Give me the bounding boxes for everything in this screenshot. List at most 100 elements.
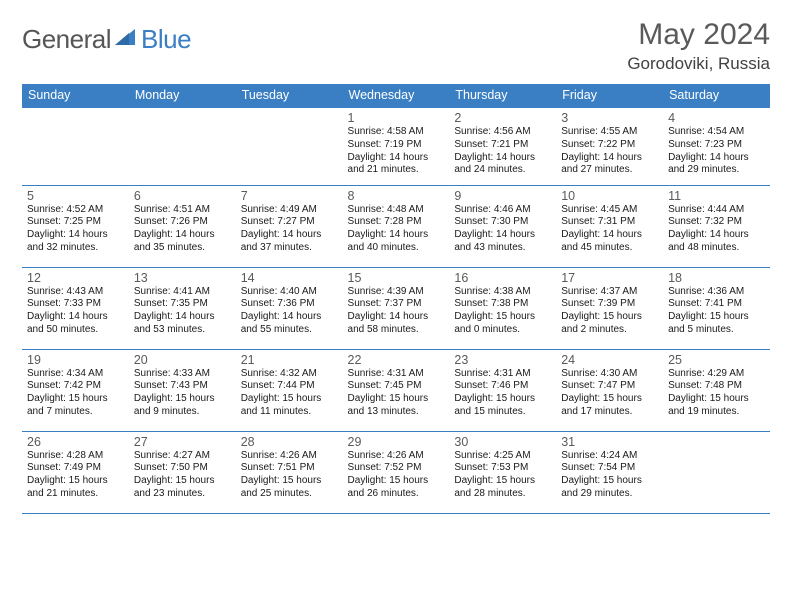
brand-text-blue: Blue (141, 24, 191, 55)
brand-triangle-icon (115, 27, 137, 52)
calendar-day-cell: 16Sunrise: 4:38 AMSunset: 7:38 PMDayligh… (449, 267, 556, 349)
day-number: 6 (134, 189, 231, 203)
day-number: 14 (241, 271, 338, 285)
sun-info: Sunrise: 4:46 AMSunset: 7:30 PMDaylight:… (454, 204, 551, 255)
calendar-day-cell: 8Sunrise: 4:48 AMSunset: 7:28 PMDaylight… (343, 185, 450, 267)
sun-info: Sunrise: 4:38 AMSunset: 7:38 PMDaylight:… (454, 286, 551, 337)
sun-info: Sunrise: 4:39 AMSunset: 7:37 PMDaylight:… (348, 286, 445, 337)
sun-info: Sunrise: 4:25 AMSunset: 7:53 PMDaylight:… (454, 450, 551, 501)
day-number: 3 (561, 111, 658, 125)
day-number: 31 (561, 435, 658, 449)
calendar-day-cell: 10Sunrise: 4:45 AMSunset: 7:31 PMDayligh… (556, 185, 663, 267)
day-number: 18 (668, 271, 765, 285)
calendar-day-cell: 4Sunrise: 4:54 AMSunset: 7:23 PMDaylight… (663, 107, 770, 185)
calendar-week-row: 5Sunrise: 4:52 AMSunset: 7:25 PMDaylight… (22, 185, 770, 267)
calendar-day-cell: 25Sunrise: 4:29 AMSunset: 7:48 PMDayligh… (663, 349, 770, 431)
sun-info: Sunrise: 4:36 AMSunset: 7:41 PMDaylight:… (668, 286, 765, 337)
day-number: 11 (668, 189, 765, 203)
sun-info: Sunrise: 4:32 AMSunset: 7:44 PMDaylight:… (241, 368, 338, 419)
calendar-empty-cell: . (663, 431, 770, 513)
sun-info: Sunrise: 4:51 AMSunset: 7:26 PMDaylight:… (134, 204, 231, 255)
sun-info: Sunrise: 4:28 AMSunset: 7:49 PMDaylight:… (27, 450, 124, 501)
sun-info: Sunrise: 4:44 AMSunset: 7:32 PMDaylight:… (668, 204, 765, 255)
calendar-day-cell: 19Sunrise: 4:34 AMSunset: 7:42 PMDayligh… (22, 349, 129, 431)
sun-info: Sunrise: 4:41 AMSunset: 7:35 PMDaylight:… (134, 286, 231, 337)
calendar-empty-cell: . (22, 107, 129, 185)
weekday-header: Friday (556, 84, 663, 107)
calendar-day-cell: 7Sunrise: 4:49 AMSunset: 7:27 PMDaylight… (236, 185, 343, 267)
day-number: 29 (348, 435, 445, 449)
sun-info: Sunrise: 4:56 AMSunset: 7:21 PMDaylight:… (454, 126, 551, 177)
title-block: May 2024 Gorodoviki, Russia (627, 18, 770, 74)
day-number: 27 (134, 435, 231, 449)
sun-info: Sunrise: 4:24 AMSunset: 7:54 PMDaylight:… (561, 450, 658, 501)
day-number: 26 (27, 435, 124, 449)
weekday-header: Monday (129, 84, 236, 107)
calendar-day-cell: 28Sunrise: 4:26 AMSunset: 7:51 PMDayligh… (236, 431, 343, 513)
day-number: 22 (348, 353, 445, 367)
weekday-header: Sunday (22, 84, 129, 107)
sun-info: Sunrise: 4:31 AMSunset: 7:46 PMDaylight:… (454, 368, 551, 419)
day-number: 10 (561, 189, 658, 203)
calendar-day-cell: 9Sunrise: 4:46 AMSunset: 7:30 PMDaylight… (449, 185, 556, 267)
calendar-week-row: 26Sunrise: 4:28 AMSunset: 7:49 PMDayligh… (22, 431, 770, 513)
page-header: General Blue May 2024 Gorodoviki, Russia (22, 18, 770, 74)
sun-info: Sunrise: 4:37 AMSunset: 7:39 PMDaylight:… (561, 286, 658, 337)
day-number: 30 (454, 435, 551, 449)
weekday-header: Wednesday (343, 84, 450, 107)
sun-info: Sunrise: 4:55 AMSunset: 7:22 PMDaylight:… (561, 126, 658, 177)
brand-logo: General Blue (22, 24, 191, 55)
day-number: 12 (27, 271, 124, 285)
sun-info: Sunrise: 4:30 AMSunset: 7:47 PMDaylight:… (561, 368, 658, 419)
sun-info: Sunrise: 4:33 AMSunset: 7:43 PMDaylight:… (134, 368, 231, 419)
day-number: 15 (348, 271, 445, 285)
day-number: 4 (668, 111, 765, 125)
calendar-empty-cell: . (129, 107, 236, 185)
sun-info: Sunrise: 4:49 AMSunset: 7:27 PMDaylight:… (241, 204, 338, 255)
day-number: 13 (134, 271, 231, 285)
calendar-week-row: 19Sunrise: 4:34 AMSunset: 7:42 PMDayligh… (22, 349, 770, 431)
day-number: 9 (454, 189, 551, 203)
weekday-header: Thursday (449, 84, 556, 107)
sun-info: Sunrise: 4:26 AMSunset: 7:52 PMDaylight:… (348, 450, 445, 501)
day-number: 25 (668, 353, 765, 367)
calendar-day-cell: 21Sunrise: 4:32 AMSunset: 7:44 PMDayligh… (236, 349, 343, 431)
day-number: 21 (241, 353, 338, 367)
day-number: 1 (348, 111, 445, 125)
calendar-day-cell: 22Sunrise: 4:31 AMSunset: 7:45 PMDayligh… (343, 349, 450, 431)
day-number: 17 (561, 271, 658, 285)
sun-info: Sunrise: 4:31 AMSunset: 7:45 PMDaylight:… (348, 368, 445, 419)
day-number: 28 (241, 435, 338, 449)
calendar-week-row: 12Sunrise: 4:43 AMSunset: 7:33 PMDayligh… (22, 267, 770, 349)
calendar-body: ...1Sunrise: 4:58 AMSunset: 7:19 PMDayli… (22, 107, 770, 513)
sun-info: Sunrise: 4:52 AMSunset: 7:25 PMDaylight:… (27, 204, 124, 255)
day-number: 5 (27, 189, 124, 203)
sun-info: Sunrise: 4:34 AMSunset: 7:42 PMDaylight:… (27, 368, 124, 419)
day-number: 20 (134, 353, 231, 367)
calendar-week-row: ...1Sunrise: 4:58 AMSunset: 7:19 PMDayli… (22, 107, 770, 185)
weekday-header: Tuesday (236, 84, 343, 107)
calendar-day-cell: 11Sunrise: 4:44 AMSunset: 7:32 PMDayligh… (663, 185, 770, 267)
calendar-empty-cell: . (236, 107, 343, 185)
calendar-day-cell: 29Sunrise: 4:26 AMSunset: 7:52 PMDayligh… (343, 431, 450, 513)
calendar-day-cell: 1Sunrise: 4:58 AMSunset: 7:19 PMDaylight… (343, 107, 450, 185)
location-text: Gorodoviki, Russia (627, 54, 770, 74)
sun-info: Sunrise: 4:29 AMSunset: 7:48 PMDaylight:… (668, 368, 765, 419)
calendar-day-cell: 31Sunrise: 4:24 AMSunset: 7:54 PMDayligh… (556, 431, 663, 513)
calendar-day-cell: 24Sunrise: 4:30 AMSunset: 7:47 PMDayligh… (556, 349, 663, 431)
sun-info: Sunrise: 4:27 AMSunset: 7:50 PMDaylight:… (134, 450, 231, 501)
calendar-day-cell: 3Sunrise: 4:55 AMSunset: 7:22 PMDaylight… (556, 107, 663, 185)
calendar-day-cell: 6Sunrise: 4:51 AMSunset: 7:26 PMDaylight… (129, 185, 236, 267)
weekday-header: Saturday (663, 84, 770, 107)
sun-info: Sunrise: 4:26 AMSunset: 7:51 PMDaylight:… (241, 450, 338, 501)
sun-info: Sunrise: 4:45 AMSunset: 7:31 PMDaylight:… (561, 204, 658, 255)
day-number: 16 (454, 271, 551, 285)
calendar-day-cell: 17Sunrise: 4:37 AMSunset: 7:39 PMDayligh… (556, 267, 663, 349)
sun-info: Sunrise: 4:58 AMSunset: 7:19 PMDaylight:… (348, 126, 445, 177)
calendar-day-cell: 12Sunrise: 4:43 AMSunset: 7:33 PMDayligh… (22, 267, 129, 349)
day-number: 2 (454, 111, 551, 125)
sun-info: Sunrise: 4:43 AMSunset: 7:33 PMDaylight:… (27, 286, 124, 337)
calendar-day-cell: 30Sunrise: 4:25 AMSunset: 7:53 PMDayligh… (449, 431, 556, 513)
calendar-day-cell: 18Sunrise: 4:36 AMSunset: 7:41 PMDayligh… (663, 267, 770, 349)
calendar-day-cell: 23Sunrise: 4:31 AMSunset: 7:46 PMDayligh… (449, 349, 556, 431)
